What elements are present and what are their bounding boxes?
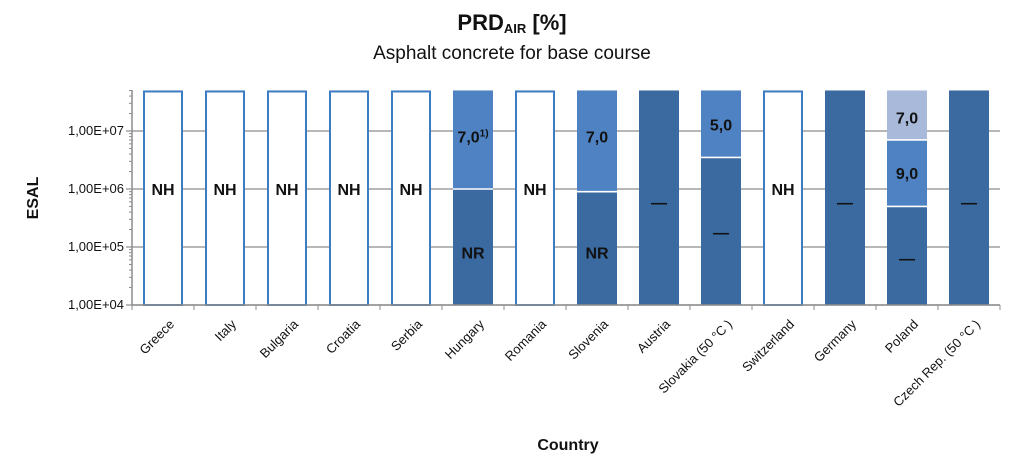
grid-layer (132, 130, 1000, 306)
title-unit: [%] (526, 10, 567, 35)
bar-segment (701, 90, 741, 158)
bar-data-label: — (961, 195, 977, 212)
x-tick-label: Bulgaria (257, 316, 302, 361)
bar-segment (577, 90, 617, 192)
y-tick-label: 1,00E+07 (68, 123, 124, 138)
chart-subtitle: Asphalt concrete for base course (373, 43, 651, 64)
x-tick-label: Serbia (388, 316, 426, 354)
title-main: PRD (457, 10, 504, 35)
bar-data-label: NH (213, 182, 236, 199)
bar-data-label: 7,0 (896, 111, 918, 128)
bar-segment (887, 206, 927, 305)
bar-data-label: — (899, 251, 915, 268)
bar-segment (577, 191, 617, 305)
bar-data-label: — (837, 195, 853, 212)
bar-data-label: NH (337, 182, 360, 199)
x-tick-label: Italy (212, 316, 240, 344)
bar-segment (453, 90, 493, 189)
bar-data-label: 9,0 (896, 166, 918, 183)
bar-data-label: 7,0 (586, 130, 608, 147)
y-tick-label: 1,00E+04 (68, 297, 124, 312)
bar-data-label: NH (399, 182, 422, 199)
bar-data-label: NH (523, 182, 546, 199)
title-block: PRDAIR [%] Asphalt concrete for base cou… (0, 10, 1024, 66)
x-tick-label: Croatia (323, 316, 364, 357)
x-tick-label: Romania (502, 316, 550, 364)
x-tick-label: Austria (634, 316, 674, 356)
bar-data-label: NR (461, 246, 485, 263)
y-tick-label: 1,00E+06 (68, 181, 124, 196)
bar-segment (825, 90, 865, 305)
x-tick-label: Switzerland (739, 317, 797, 375)
x-tick-label: Slovenia (565, 316, 611, 362)
bar-layer (143, 90, 989, 306)
bar-segment (763, 90, 803, 306)
bar-data-label: NR (585, 246, 609, 263)
bar-data-label: NH (275, 182, 298, 199)
bar-data-label: NH (771, 182, 794, 199)
chart-title: PRDAIR [%] (0, 10, 1024, 42)
bar-segment (887, 139, 927, 207)
bar-segment (453, 189, 493, 305)
bar-data-label: 5,0 (710, 117, 732, 134)
y-axis-title: ESAL (25, 176, 42, 219)
bar-segment (949, 90, 989, 305)
bar-data-label: NH (151, 182, 174, 199)
bar-data-label: — (713, 225, 729, 242)
title-subscript: AIR (503, 21, 527, 36)
x-tick-label: Hungary (442, 316, 488, 362)
bar-segment (887, 90, 927, 140)
x-tick-label: Poland (882, 317, 921, 356)
bar-segment (639, 90, 679, 305)
bar-segment (701, 157, 741, 305)
x-axis-title: Country (537, 437, 598, 454)
y-tick-label: 1,00E+05 (68, 239, 124, 254)
bar-segment (515, 90, 555, 306)
bar-data-label: — (651, 195, 667, 212)
x-tick-label: Germany (811, 316, 860, 365)
x-tick-label: Greece (136, 317, 177, 358)
